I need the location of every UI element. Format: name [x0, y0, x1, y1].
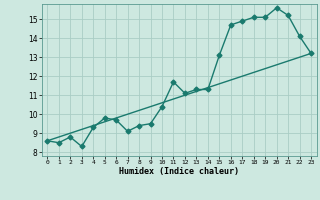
X-axis label: Humidex (Indice chaleur): Humidex (Indice chaleur): [119, 167, 239, 176]
